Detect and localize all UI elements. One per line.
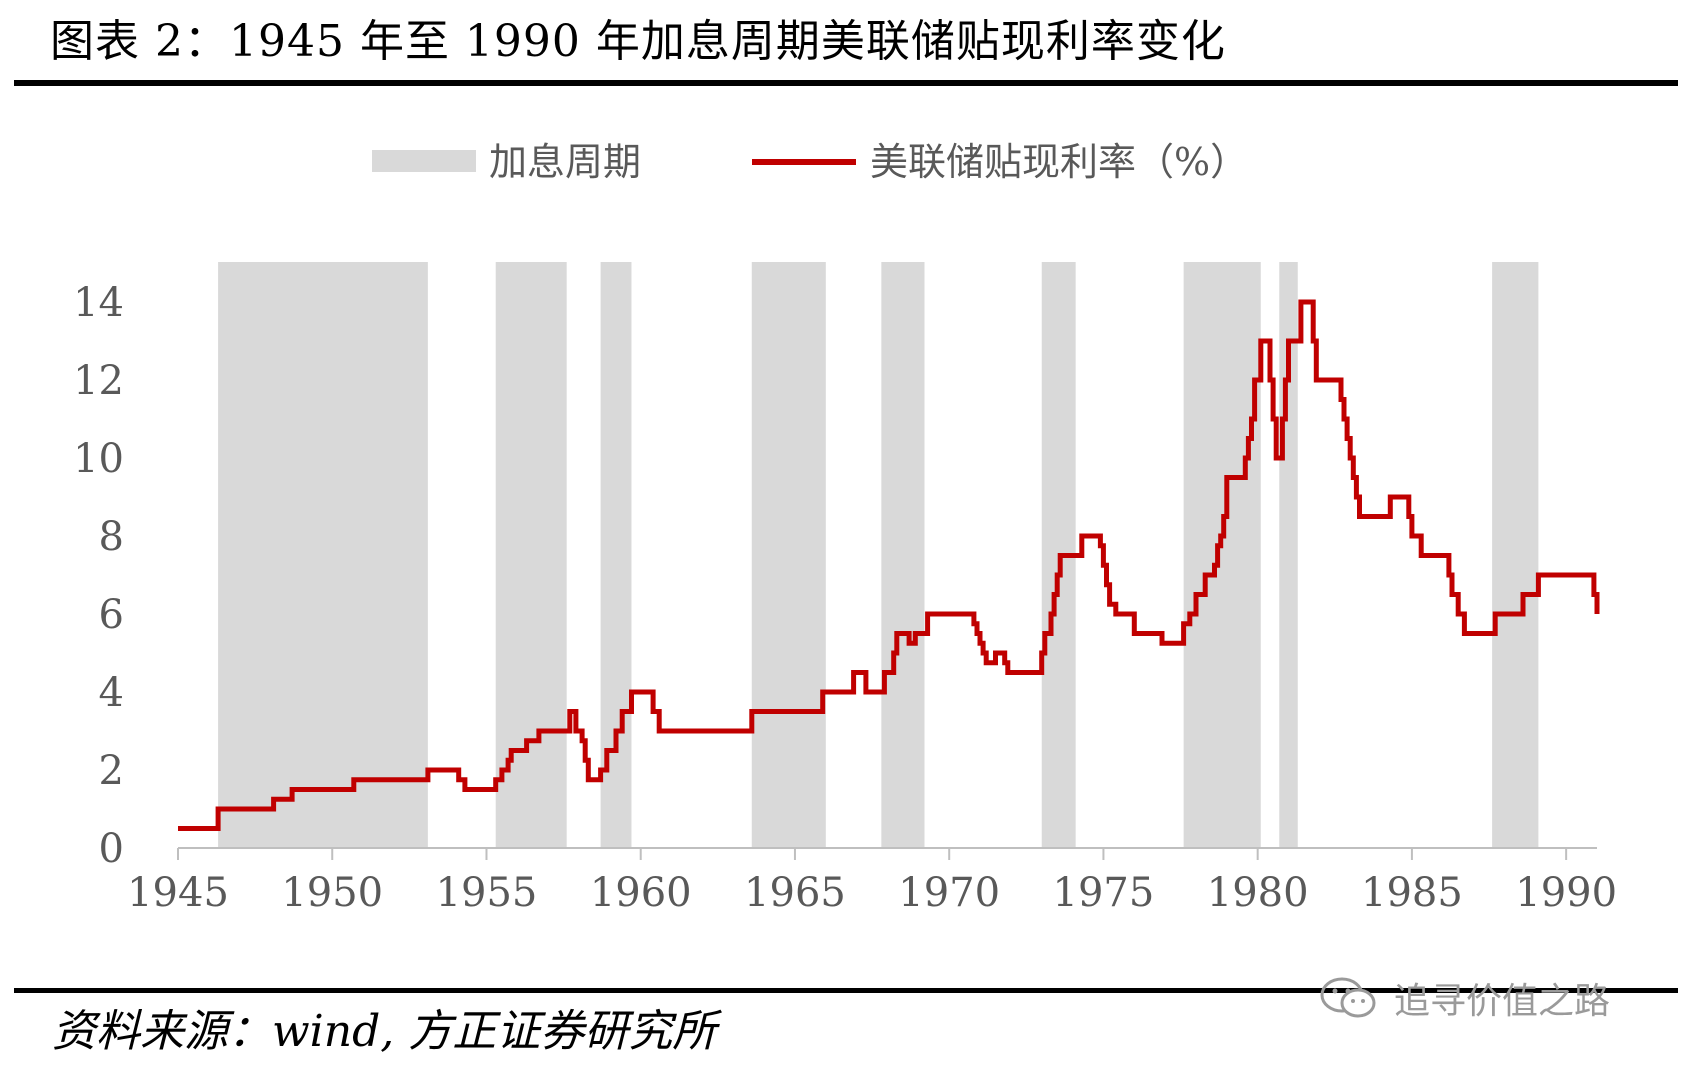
chart: 加息周期 美联储贴现利率（%） 1945 1950 1955 1960 1965 1970…	[73, 140, 1617, 916]
y-tick-label: 14	[73, 280, 124, 326]
legend-swatch-band	[372, 150, 476, 172]
axes: 1945 1950 1955 1960 1965 1970 1975 1980 1985 1990…	[73, 280, 1617, 916]
watermark-text: 追寻价值之路	[1394, 981, 1611, 1022]
watermark: 追寻价值之路	[1318, 966, 1610, 1030]
y-tick-label: 4	[99, 670, 124, 716]
y-tick-label: 6	[99, 592, 124, 638]
y-tick-label: 12	[73, 358, 124, 404]
x-tick-label: 1945	[127, 870, 229, 916]
title-divider	[14, 80, 1678, 86]
wechat-icon	[1320, 977, 1376, 1018]
x-tick-label: 1955	[436, 870, 538, 916]
x-tick-label: 1970	[898, 870, 1000, 916]
x-tick-label: 1960	[590, 870, 692, 916]
x-tick-label: 1985	[1361, 870, 1463, 916]
x-tick-label: 1980	[1207, 870, 1309, 916]
legend-label-band: 加息周期	[489, 140, 641, 184]
rate-hike-band-6	[1183, 262, 1261, 848]
x-tick-label: 1950	[281, 870, 383, 916]
legend: 加息周期 美联储贴现利率（%）	[372, 140, 1248, 184]
footer-divider	[14, 988, 1678, 993]
y-tick-label: 0	[99, 826, 124, 872]
series-layer	[177, 299, 1600, 831]
rate-hike-bands	[218, 262, 1539, 848]
y-tick-label: 8	[99, 514, 124, 560]
rate-hike-band-0	[218, 262, 428, 848]
rate-hike-band-3	[751, 262, 826, 848]
series-line-discount-rate	[178, 299, 1600, 831]
source-note: 资料来源：wind, 方正证券研究所	[52, 1006, 717, 1057]
x-tick-label: 1990	[1515, 870, 1617, 916]
rate-hike-band-1	[495, 262, 567, 848]
y-tick-label: 10	[73, 436, 124, 482]
page-title: 图表 2：1945 年至 1990 年加息周期美联储贴现利率变化	[50, 16, 1226, 67]
rate-hike-band-4	[881, 262, 925, 848]
rate-hike-band-8	[1492, 262, 1539, 848]
y-tick-label: 2	[99, 748, 124, 794]
x-tick-label: 1975	[1053, 870, 1155, 916]
legend-label-line: 美联储贴现利率（%）	[870, 140, 1248, 184]
x-tick-label: 1965	[744, 870, 846, 916]
